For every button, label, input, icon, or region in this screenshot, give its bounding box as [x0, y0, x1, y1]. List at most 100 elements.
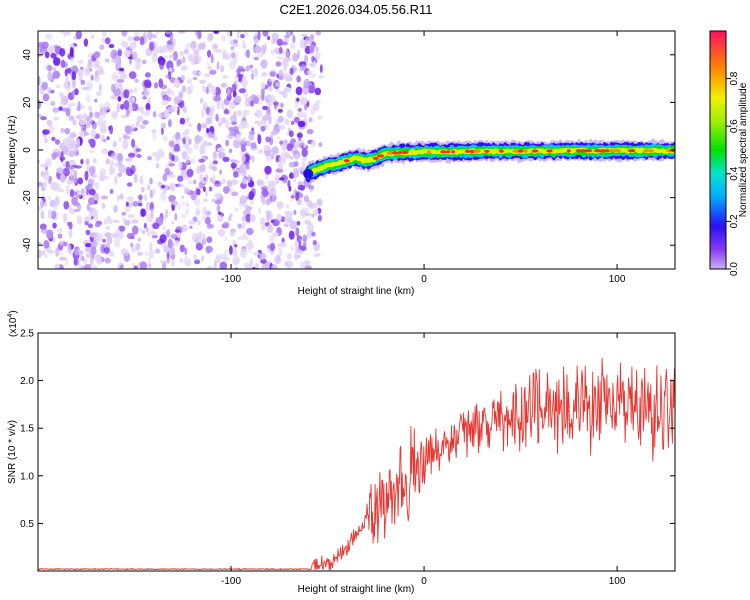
- noise-blob: [263, 145, 271, 151]
- noise-blob: [70, 56, 74, 64]
- noise-blob: [80, 79, 86, 86]
- noise-blob: [161, 122, 166, 129]
- noise-blob: [292, 34, 296, 44]
- noise-blob: [276, 136, 280, 140]
- noise-blob: [49, 199, 56, 208]
- noise-blob: [182, 155, 191, 161]
- noise-blob: [317, 115, 323, 120]
- noise-blob: [276, 88, 280, 93]
- noise-blob: [192, 179, 197, 185]
- ridge-peak: [473, 149, 481, 153]
- noise-blob: [297, 108, 302, 112]
- noise-blob: [55, 183, 62, 193]
- noise-blob: [143, 222, 147, 229]
- noise-blob: [71, 176, 78, 184]
- noise-blob: [127, 36, 134, 42]
- noise-blob: [188, 138, 192, 145]
- noise-blob: [40, 228, 49, 234]
- noise-blob: [112, 139, 117, 149]
- noise-blob: [245, 213, 251, 223]
- noise-blob: [319, 64, 323, 73]
- noise-blob: [226, 31, 234, 38]
- noise-blob: [308, 117, 313, 123]
- ridge-peak: [613, 149, 622, 153]
- noise-blob: [127, 203, 134, 208]
- noise-blob: [164, 167, 171, 176]
- noise-blob: [171, 154, 175, 162]
- noise-blob: [249, 131, 256, 135]
- noise-blob: [93, 200, 98, 205]
- noise-blob: [217, 147, 225, 153]
- noise-blob: [191, 232, 199, 243]
- noise-blob: [261, 198, 266, 205]
- noise-blob: [160, 184, 166, 189]
- noise-blob: [190, 40, 197, 50]
- noise-blob: [170, 233, 178, 239]
- noise-blob: [213, 260, 217, 269]
- x-tick-label: -100: [221, 274, 241, 285]
- noise-blob: [202, 206, 208, 216]
- noise-blob: [290, 120, 295, 125]
- noise-blob: [43, 173, 50, 182]
- noise-blob: [251, 72, 255, 80]
- noise-blob: [278, 69, 284, 77]
- noise-blob: [76, 247, 80, 252]
- y-tick-label: 0.5: [20, 519, 34, 530]
- noise-blob: [212, 150, 218, 160]
- noise-blob: [127, 152, 136, 158]
- noise-blob: [90, 150, 94, 154]
- noise-blob: [195, 209, 200, 216]
- noise-blob: [50, 52, 57, 59]
- noise-blob: [132, 225, 139, 235]
- noise-blob: [47, 250, 55, 254]
- noise-blob: [276, 56, 284, 60]
- noise-blob: [105, 158, 111, 165]
- noise-blob: [268, 78, 276, 83]
- noise-blob: [160, 99, 169, 106]
- noise-blob: [182, 106, 187, 113]
- noise-blob: [128, 71, 137, 79]
- noise-blob: [53, 116, 60, 121]
- noise-blob: [77, 177, 84, 185]
- noise-blob: [289, 172, 294, 179]
- noise-blob: [68, 159, 76, 166]
- noise-blob: [113, 219, 120, 224]
- noise-blob: [253, 38, 260, 44]
- noise-blob: [205, 190, 208, 197]
- noise-blob: [48, 195, 51, 201]
- noise-blob: [233, 111, 237, 120]
- noise-blob: [203, 186, 206, 193]
- noise-blob: [44, 253, 48, 259]
- noise-blob: [45, 157, 52, 168]
- noise-blob: [270, 48, 275, 56]
- noise-blob: [54, 203, 58, 211]
- noise-blob: [110, 95, 118, 100]
- noise-blob: [294, 239, 298, 248]
- noise-blob: [85, 246, 92, 253]
- noise-blob: [71, 71, 77, 81]
- noise-blob: [108, 43, 115, 49]
- noise-blob: [297, 111, 305, 118]
- noise-blob: [101, 148, 108, 154]
- noise-blob: [203, 198, 208, 203]
- noise-blob: [43, 240, 50, 249]
- noise-blob: [296, 97, 300, 102]
- noise-blob: [42, 129, 50, 135]
- noise-blob: [56, 227, 63, 234]
- noise-blob: [138, 202, 143, 207]
- noise-blob: [171, 220, 175, 225]
- noise-blob: [71, 196, 78, 206]
- noise-blob: [133, 144, 139, 155]
- noise-blob: [258, 207, 261, 215]
- noise-blob: [125, 108, 130, 117]
- noise-blob: [271, 264, 278, 269]
- noise-blob: [143, 31, 147, 42]
- noise-blob: [75, 114, 81, 119]
- noise-blob: [309, 44, 315, 54]
- noise-blob: [93, 51, 101, 59]
- noise-blob: [183, 49, 189, 55]
- noise-blob: [235, 133, 240, 142]
- noise-blob: [173, 78, 181, 89]
- noise-blob: [159, 260, 165, 264]
- noise-blob: [224, 108, 229, 114]
